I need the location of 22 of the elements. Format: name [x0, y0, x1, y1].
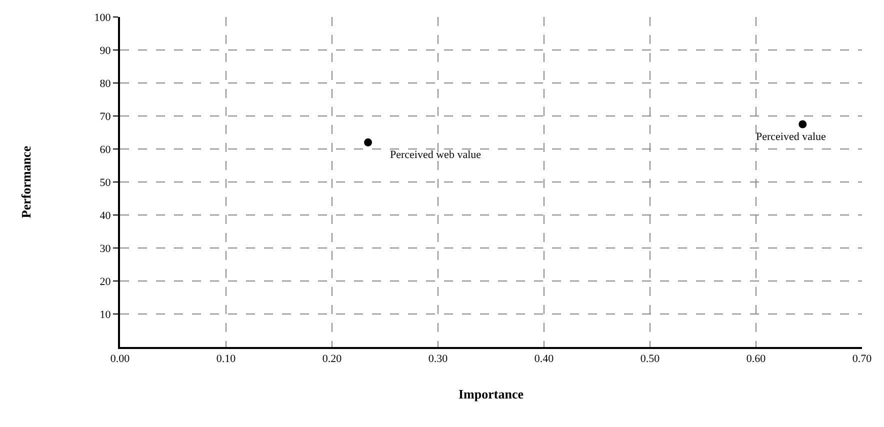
y-tick-label: 70: [100, 110, 112, 123]
y-tick-label: 20: [100, 276, 112, 288]
x-axis-title: Importance: [458, 386, 524, 402]
x-tick-label: 0.10: [216, 353, 236, 366]
annotation: Perceived value: [756, 131, 826, 143]
x-tick-label: 0.20: [322, 353, 342, 366]
annotation: Perceived web value: [390, 149, 482, 161]
x-tick-label: 0.60: [746, 353, 766, 366]
y-axis-title: Performance: [18, 146, 34, 218]
x-tick-label: 0.30: [428, 353, 448, 366]
y-tick-label: 40: [100, 210, 112, 222]
y-tick-label: 30: [100, 242, 112, 255]
x-tick-label: 0.50: [640, 353, 660, 366]
y-tick-label: 80: [100, 78, 112, 90]
x-tick-label: 0.40: [534, 353, 554, 366]
y-tick-label: 100: [94, 12, 112, 24]
x-tick-label: 0.70: [852, 353, 872, 366]
y-tick-label: 10: [100, 308, 112, 321]
y-tick-label: 90: [100, 44, 112, 57]
y-tick-label: 60: [100, 144, 112, 156]
y-tick-label: 50: [100, 176, 112, 189]
x-tick-label: 0.00: [110, 353, 130, 366]
